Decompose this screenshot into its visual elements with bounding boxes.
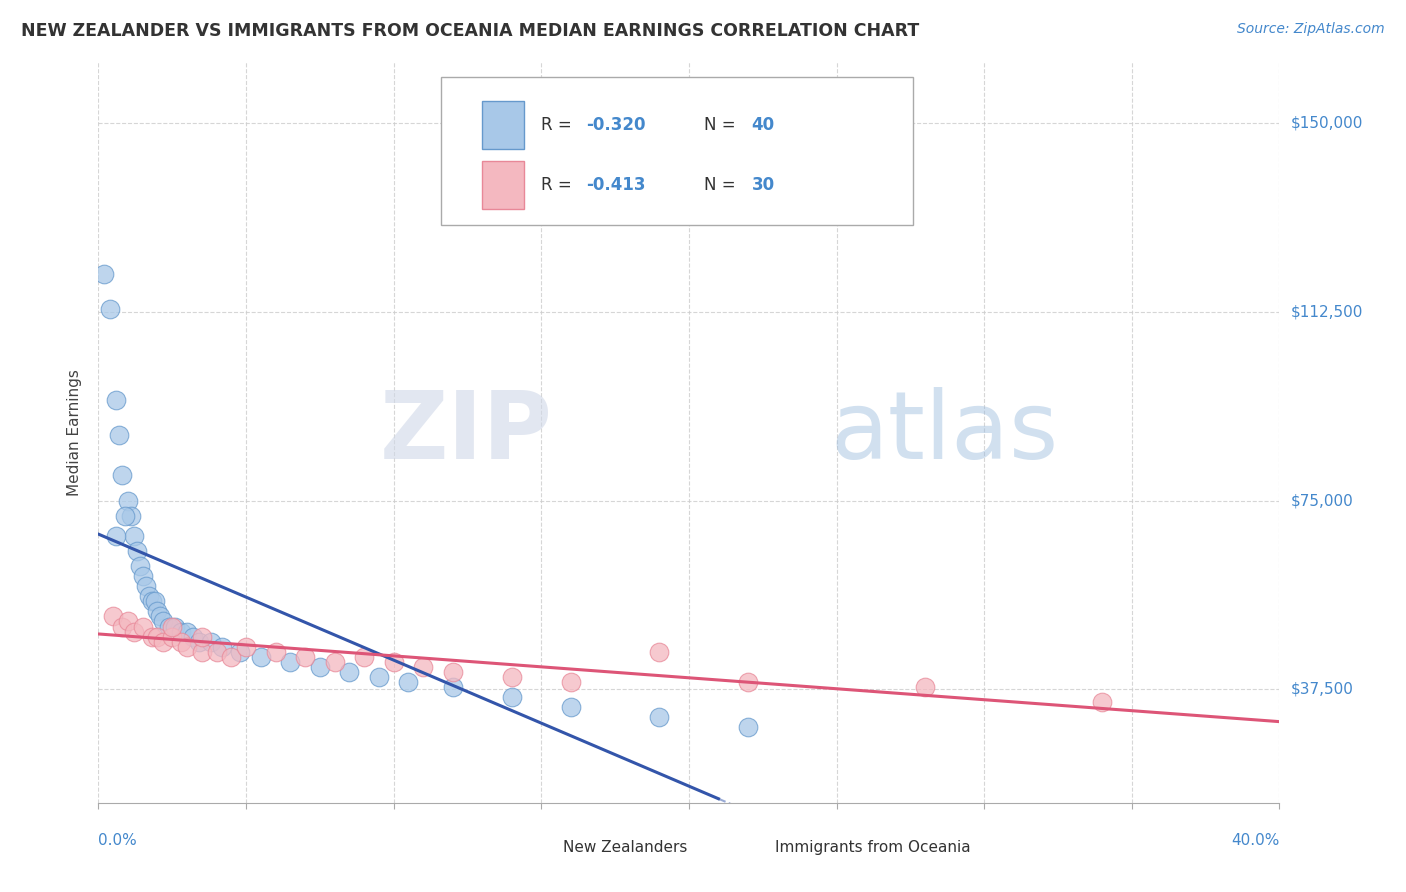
Text: ZIP: ZIP [380, 386, 553, 479]
Point [441, 680, 464, 694]
Point [560, 700, 582, 714]
Text: $112,500: $112,500 [1291, 304, 1362, 319]
Point [648, 645, 671, 659]
Text: R =: R = [541, 116, 578, 135]
Point [170, 624, 193, 639]
Point [560, 674, 582, 689]
Text: $75,000: $75,000 [1291, 493, 1354, 508]
Point [122, 529, 145, 543]
Point [128, 559, 150, 574]
Point [170, 634, 193, 648]
Point [200, 634, 222, 648]
Text: $37,500: $37,500 [1291, 682, 1354, 697]
Text: NEW ZEALANDER VS IMMIGRANTS FROM OCEANIA MEDIAN EARNINGS CORRELATION CHART: NEW ZEALANDER VS IMMIGRANTS FROM OCEANIA… [21, 22, 920, 40]
Point [211, 640, 233, 654]
Point [108, 428, 131, 442]
Point [412, 660, 434, 674]
Point [353, 649, 375, 664]
Point [250, 649, 273, 664]
Text: 40.0%: 40.0% [1232, 833, 1279, 848]
Text: Source: ZipAtlas.com: Source: ZipAtlas.com [1237, 22, 1385, 37]
Point [98, 302, 121, 317]
Text: R =: R = [541, 176, 578, 194]
Text: New Zealanders: New Zealanders [562, 839, 688, 855]
Point [146, 630, 169, 644]
Point [368, 670, 391, 684]
Point [138, 590, 160, 604]
FancyBboxPatch shape [737, 832, 766, 862]
Point [157, 619, 180, 633]
Point [117, 615, 139, 629]
Point [323, 655, 346, 669]
Point [149, 609, 172, 624]
Point [114, 508, 136, 523]
Point [117, 493, 139, 508]
Point [111, 619, 134, 633]
Point [648, 710, 671, 724]
Text: 0.0%: 0.0% [98, 833, 138, 848]
Text: N =: N = [704, 176, 741, 194]
Text: -0.320: -0.320 [586, 116, 645, 135]
Point [205, 645, 228, 659]
Point [176, 624, 198, 639]
Point [221, 649, 243, 664]
Point [501, 690, 523, 704]
Text: $150,000: $150,000 [1291, 115, 1362, 130]
Point [181, 630, 204, 644]
Point [264, 645, 287, 659]
Point [280, 655, 302, 669]
Point [737, 674, 759, 689]
Point [914, 680, 936, 694]
Point [501, 670, 523, 684]
Text: 30: 30 [752, 176, 775, 194]
Point [235, 640, 257, 654]
FancyBboxPatch shape [523, 832, 553, 862]
Point [152, 615, 174, 629]
Point [191, 630, 214, 644]
Point [737, 720, 759, 734]
Point [111, 468, 134, 483]
Point [382, 655, 405, 669]
FancyBboxPatch shape [441, 78, 914, 226]
Point [105, 529, 128, 543]
Point [229, 645, 252, 659]
Point [122, 624, 145, 639]
Point [103, 609, 125, 624]
Text: N =: N = [704, 116, 741, 135]
FancyBboxPatch shape [482, 102, 523, 150]
FancyBboxPatch shape [482, 161, 523, 209]
Text: -0.413: -0.413 [586, 176, 645, 194]
Point [135, 579, 157, 593]
Point [187, 634, 209, 648]
Point [162, 619, 183, 633]
Point [176, 640, 198, 654]
Point [339, 665, 361, 679]
Point [120, 508, 142, 523]
Point [141, 630, 163, 644]
Point [294, 649, 316, 664]
Point [132, 569, 155, 583]
Point [93, 267, 115, 281]
Point [146, 604, 169, 618]
Point [125, 544, 148, 558]
Point [309, 660, 332, 674]
Point [143, 594, 166, 608]
Point [152, 634, 174, 648]
Point [132, 619, 155, 633]
Point [441, 665, 464, 679]
Point [398, 674, 420, 689]
Text: 40: 40 [752, 116, 775, 135]
Point [105, 392, 128, 407]
Point [191, 645, 214, 659]
Point [141, 594, 163, 608]
Y-axis label: Median Earnings: Median Earnings [67, 369, 83, 496]
Text: atlas: atlas [831, 386, 1059, 479]
Point [165, 619, 187, 633]
Point [1091, 695, 1114, 709]
Point [162, 630, 183, 644]
Text: Immigrants from Oceania: Immigrants from Oceania [775, 839, 970, 855]
